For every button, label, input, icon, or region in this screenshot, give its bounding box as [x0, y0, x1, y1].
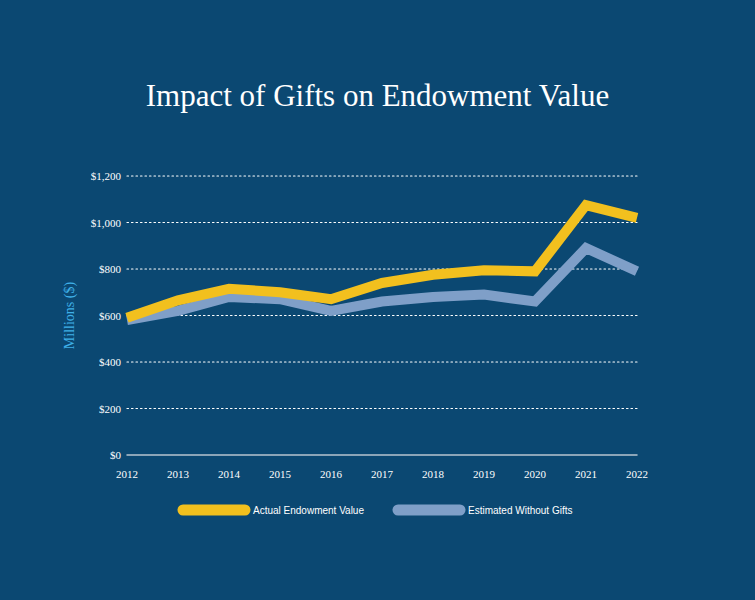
y-tick-label: $200 [99, 403, 122, 415]
x-tick-label: 2012 [116, 468, 138, 480]
legend-label: Actual Endowment Value [253, 505, 364, 516]
grid-line [127, 454, 637, 456]
x-tick-label: 2015 [269, 468, 292, 480]
y-axis-label: Millions ($) [62, 282, 78, 350]
y-tick-label: $800 [99, 263, 122, 275]
x-tick-label: 2022 [626, 468, 648, 480]
grid-line [127, 315, 637, 316]
grid-line [127, 175, 637, 176]
x-tick-label: 2013 [167, 468, 190, 480]
grid-line [127, 361, 637, 362]
x-tick-label: 2020 [524, 468, 547, 480]
x-tick-label: 2018 [422, 468, 445, 480]
chart: Impact of Gifts on Endowment Value Millio… [0, 0, 755, 600]
grid-line [127, 408, 637, 409]
y-tick-label: $1,000 [91, 217, 122, 229]
grid-line [127, 222, 637, 223]
legend-swatch [183, 505, 245, 516]
legend-label: Estimated Without Gifts [468, 505, 572, 516]
background [0, 0, 755, 600]
y-tick-label: $600 [99, 310, 122, 322]
y-tick-label: $1,200 [91, 170, 122, 182]
series-line [127, 205, 637, 318]
x-tick-label: 2014 [218, 468, 241, 480]
y-tick-label: $0 [110, 449, 122, 461]
x-tick-label: 2016 [320, 468, 343, 480]
x-tick-label: 2019 [473, 468, 496, 480]
x-tick-label: 2017 [371, 468, 394, 480]
series-group [127, 205, 637, 320]
legend-swatch [398, 505, 460, 516]
x-tick-label: 2021 [575, 468, 597, 480]
y-tick-label: $400 [99, 356, 122, 368]
title: Impact of Gifts on Endowment Value [146, 78, 609, 113]
